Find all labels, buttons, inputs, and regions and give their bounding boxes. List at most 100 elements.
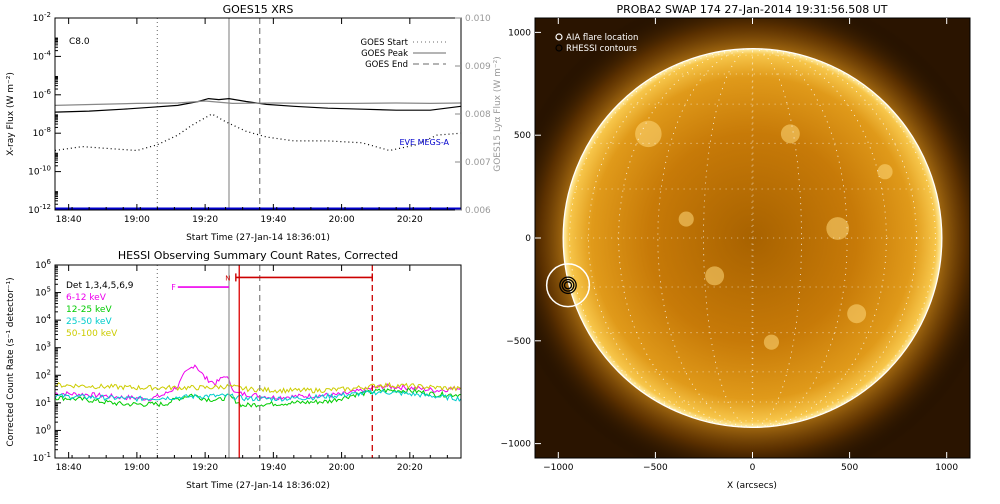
y2-tick-label: 0.010	[465, 14, 491, 24]
hessi-series-line-1	[55, 387, 461, 408]
y-tick-label: 100	[35, 423, 51, 436]
hessi-title: HESSI Observing Summary Count Rates, Cor…	[118, 249, 398, 262]
x-tick-label: 18:40	[56, 215, 82, 225]
y-tick-label: 10-8	[33, 126, 51, 139]
hessi-series-line-2	[55, 389, 461, 403]
y-tick-label: 103	[35, 341, 51, 354]
x-tick-label: 19:40	[260, 215, 286, 225]
xrs-series-group	[55, 97, 461, 210]
hessi-axes: 18:40 19:00 19:20 19:40 20:00 20:20 10-1 100 101…	[33, 258, 448, 473]
y2-tick-label: 0.009	[465, 62, 491, 72]
hessi-legend-label: 12-25 keV	[66, 305, 112, 315]
xrs-event-lines	[156, 18, 261, 210]
x-tick-label: 19:20	[192, 463, 218, 473]
x-tick-label: 19:00	[124, 215, 150, 225]
swap-panel: PROBA2 SWAP 174 27-Jan-2014 19:31:56.508…	[501, 3, 971, 491]
x-tick-label: 19:20	[192, 215, 218, 225]
hessi-series-group	[55, 364, 461, 408]
swap-bright-region	[763, 334, 780, 350]
xrs-y2-axis-label: GOES15 Lyα Flux (W m⁻²)	[493, 56, 503, 172]
x-tick-label: 20:20	[397, 463, 423, 473]
swap-y-tick-label: −1000	[501, 440, 532, 450]
swap-bright-region	[678, 211, 694, 227]
hessi-y-axis-label: Corrected Count Rate (s⁻¹ detector⁻¹)	[6, 277, 16, 446]
swap-grid-longitude	[751, 48, 754, 428]
swap-bright-region	[705, 266, 725, 286]
y-tick-label: 10-4	[33, 49, 52, 62]
hessi-panel: HESSI Observing Summary Count Rates, Cor…	[6, 249, 462, 491]
xrs-x-axis-label: Start Time (27-Jan-14 18:36:01)	[186, 233, 330, 243]
swap-legend-symbol	[555, 44, 563, 52]
swap-legend-label: RHESSI contours	[566, 44, 637, 54]
swap-aia-flare-circle	[545, 263, 591, 308]
swap-axes: −1000 −500 0 500 1000 −1000 −500 0 500 1000	[501, 18, 958, 473]
hessi-event-lines	[156, 265, 373, 458]
swap-bright-region	[635, 120, 662, 148]
y-tick-label: 102	[35, 368, 51, 381]
swap-x-axis-label: X (arcsecs)	[727, 481, 777, 491]
hessi-series-line-0	[55, 364, 461, 402]
swap-x-tick-label: 0	[750, 463, 756, 473]
y-tick-label: 104	[35, 313, 51, 326]
y2-tick-label: 0.006	[465, 206, 491, 216]
swap-bright-region	[780, 124, 800, 144]
swap-legend-symbol	[555, 33, 563, 41]
xrs-flare-class: C8.0	[69, 37, 90, 47]
swap-y-tick-label: −500	[506, 337, 531, 347]
swap-y-tick-label: 1000	[508, 28, 531, 38]
xrs-series-line-0	[55, 97, 461, 113]
hessi-plot-frame	[54, 264, 462, 459]
swap-rhessi-contour-0	[563, 281, 573, 290]
xrs-legend-label: GOES End	[365, 60, 408, 70]
xrs-eve-label: EVE MEGS-A	[399, 138, 449, 147]
xrs-title: GOES15 XRS	[223, 3, 294, 16]
y-tick-label: 10-10	[28, 165, 51, 178]
hessi-legend: Det 1,3,4,5,6,9 6-12 keV 12-25 keV 25-50 ke…	[66, 281, 134, 339]
xrs-panel: GOES15 XRS 18:40 19:00 19:20 19:40 20:00 20:2…	[6, 3, 503, 243]
x-tick-label: 19:00	[124, 463, 150, 473]
swap-x-tick-label: 1000	[935, 463, 958, 473]
hessi-legend-title: Det 1,3,4,5,6,9	[66, 281, 134, 291]
swap-grid-longitude	[588, 48, 917, 428]
swap-sun-image	[535, 18, 970, 458]
swap-rhessi-contour-1	[561, 278, 575, 292]
swap-grid-longitude	[657, 48, 848, 428]
x-tick-label: 18:40	[56, 463, 82, 473]
swap-x-tick-label: 500	[841, 463, 858, 473]
xrs-series-line-2	[55, 100, 461, 106]
swap-y-tick-label: 500	[514, 131, 531, 141]
swap-y-tick-label: 0	[525, 234, 531, 244]
swap-bright-region	[877, 164, 893, 180]
swap-x-tick-label: −1000	[543, 463, 574, 473]
xrs-legend-label: GOES Start	[360, 38, 408, 48]
swap-rhessi-contour-2	[559, 276, 577, 295]
hessi-n-flag: N	[225, 274, 230, 282]
swap-title: PROBA2 SWAP 174 27-Jan-2014 19:31:56.508…	[616, 3, 887, 16]
x-tick-label: 19:40	[260, 463, 286, 473]
y-tick-label: 10-1	[33, 451, 51, 464]
xrs-axes: 18:40 19:00 19:20 19:40 20:00 20:20 10-12 10-10…	[28, 11, 491, 225]
x-tick-label: 20:20	[397, 215, 423, 225]
hessi-legend-label: 25-50 keV	[66, 317, 112, 327]
hessi-flag-bars: FN	[171, 273, 373, 292]
hessi-legend-label: 50-100 keV	[66, 329, 118, 339]
swap-legend-label: AIA flare location	[566, 33, 638, 43]
hessi-f-flag: F	[171, 283, 176, 292]
y2-tick-label: 0.007	[465, 158, 491, 168]
swap-bright-region	[826, 217, 850, 240]
hessi-x-axis-label: Start Time (27-Jan-14 18:36:02)	[186, 481, 330, 491]
swap-grid-longitude	[703, 48, 802, 428]
y-tick-label: 101	[35, 396, 51, 409]
x-tick-label: 20:00	[329, 463, 355, 473]
y2-tick-label: 0.008	[465, 110, 491, 120]
x-tick-label: 20:00	[329, 215, 355, 225]
y-tick-label: 106	[35, 258, 51, 271]
y-tick-label: 105	[35, 286, 51, 299]
swap-bright-region	[847, 304, 867, 324]
swap-x-tick-label: −500	[643, 463, 668, 473]
y-tick-label: 10-12	[28, 203, 51, 216]
